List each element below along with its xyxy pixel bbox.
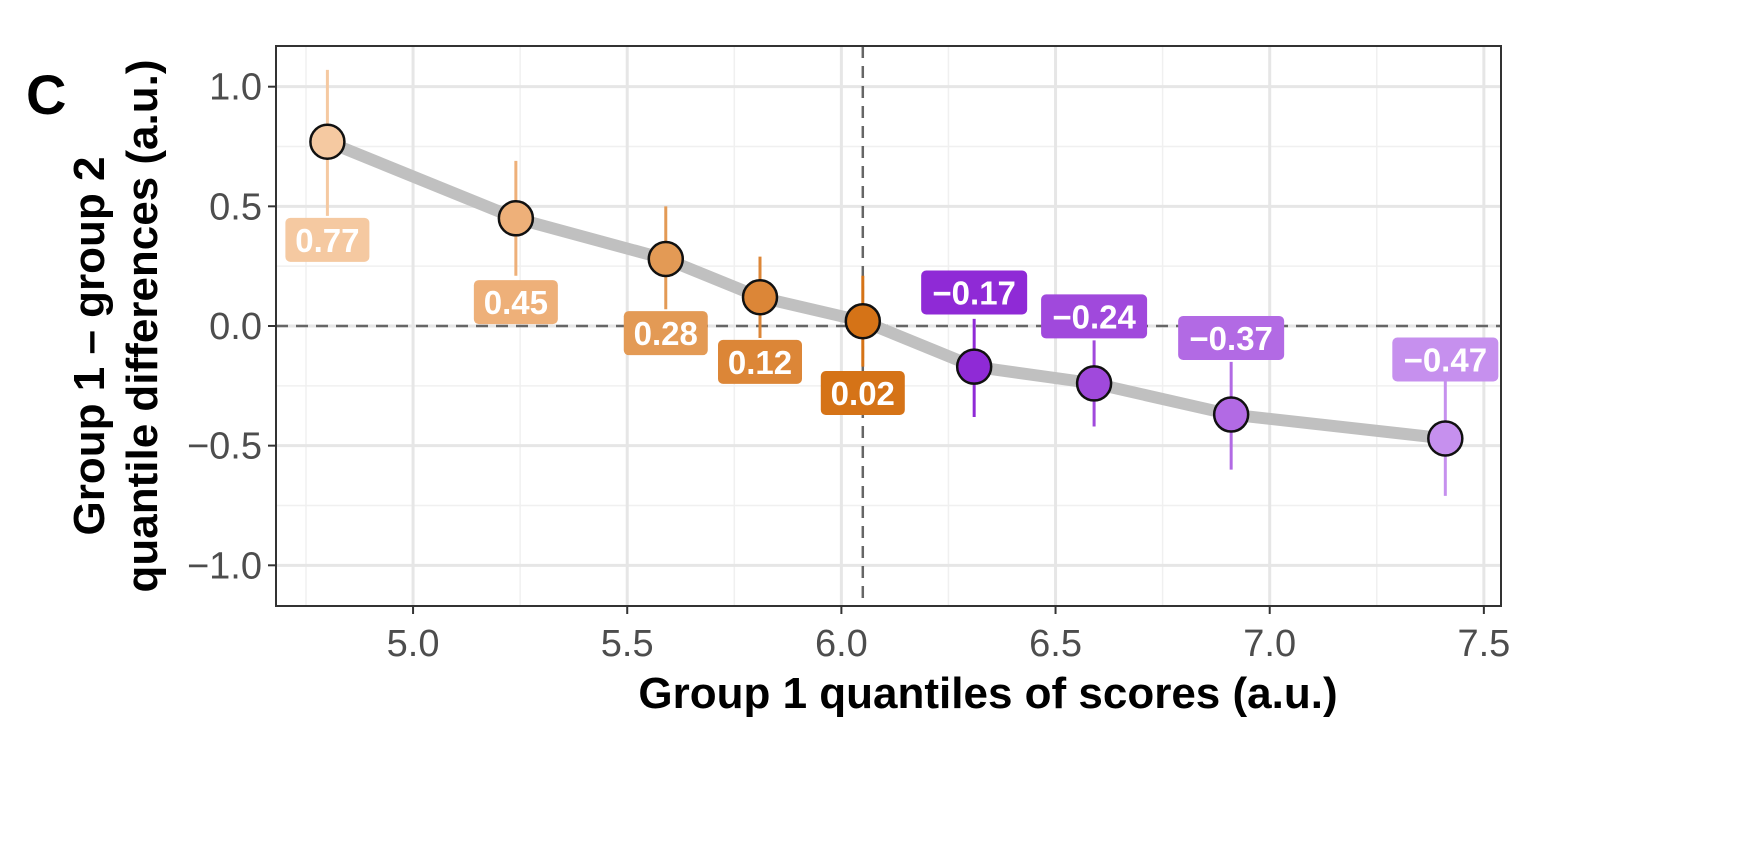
data-label-box (820, 371, 905, 416)
data-point (497, 200, 535, 237)
x-tick-label: 5.5 (601, 623, 654, 665)
y-tick-label: 0.5 (209, 186, 262, 228)
data-label: 0.02 (820, 371, 905, 416)
data-label-box (921, 270, 1028, 315)
data-label-box (473, 280, 558, 325)
y-axis-title-line2: quantile differences (a.u.) (118, 60, 167, 593)
data-label: 0.45 (473, 280, 558, 325)
data-point (1212, 396, 1250, 433)
data-label-box (285, 217, 370, 262)
data-label: 0.28 (623, 311, 708, 356)
data-label: −0.47 (1392, 337, 1499, 382)
x-tick-label: 7.5 (1457, 623, 1510, 665)
y-tick-label: −1.0 (187, 545, 262, 587)
data-label-text: −0.47 (1404, 342, 1488, 379)
data-label-box (1041, 294, 1148, 339)
data-point (647, 240, 685, 278)
data-label: −0.17 (921, 270, 1028, 315)
x-tick-label: 6.5 (1029, 623, 1082, 665)
data-point (741, 279, 779, 316)
data-label-text: 0.02 (831, 375, 895, 412)
data-label-text: 0.45 (484, 284, 548, 321)
data-points (309, 123, 1464, 457)
data-label-text: 0.77 (295, 222, 359, 259)
data-labels: 0.77 0.45 0.28 0.12 0.02 −0.17 −0.24 −0.37 −0.47 (285, 217, 1499, 416)
data-point (955, 348, 993, 385)
y-axis-title-line1: Group 1 – group 2 (65, 157, 114, 536)
x-tick-label: 5.0 (387, 623, 440, 665)
y-tick-label: 1.0 (209, 67, 262, 109)
data-label: −0.37 (1178, 315, 1285, 360)
y-tick-label: 0.0 (209, 306, 262, 348)
data-point (844, 302, 882, 340)
data-label-text: −0.37 (1189, 320, 1273, 357)
data-label: 0.77 (285, 217, 370, 262)
data-label-text: −0.17 (932, 274, 1016, 311)
data-label-box (1178, 315, 1285, 360)
x-tick-label: 6.0 (815, 623, 868, 665)
data-label-box (1392, 337, 1499, 382)
data-label-text: −0.24 (1052, 298, 1136, 335)
data-label-text: 0.28 (634, 315, 698, 352)
panel-letter: C (26, 63, 66, 126)
data-point (309, 123, 346, 160)
x-tick-label: 7.0 (1243, 623, 1296, 665)
data-label-box (623, 311, 708, 356)
data-point (1075, 365, 1113, 402)
data-label: −0.24 (1041, 294, 1148, 339)
x-axis-ticks: 5.0 5.5 6.0 6.5 7.0 7.5 (387, 606, 1510, 665)
data-label-text: 0.12 (728, 344, 792, 381)
data-label-box (718, 339, 803, 384)
y-tick-label: −0.5 (187, 426, 262, 468)
x-axis-title: Group 1 quantiles of scores (a.u.) (638, 669, 1337, 718)
data-point (1427, 420, 1464, 457)
y-axis-ticks: −1.0 −0.5 0.0 0.5 1.0 (187, 67, 276, 587)
data-label: 0.12 (718, 339, 803, 384)
